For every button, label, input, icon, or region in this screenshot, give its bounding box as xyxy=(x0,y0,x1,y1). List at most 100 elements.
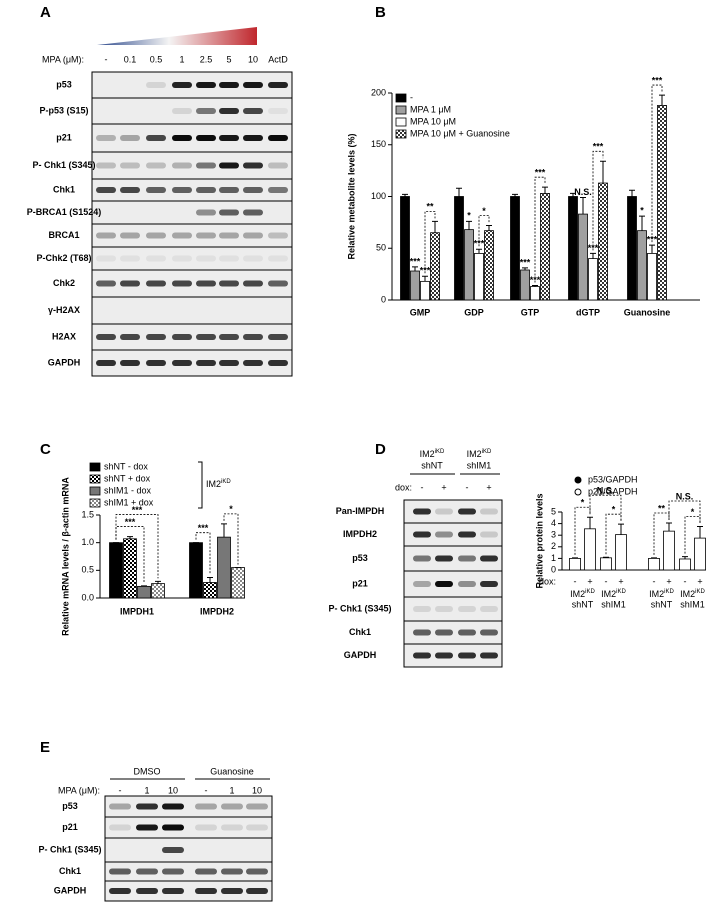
significance: * xyxy=(467,211,471,221)
x-tick-label: + xyxy=(618,576,623,586)
band xyxy=(435,555,453,562)
band xyxy=(195,803,217,810)
band xyxy=(196,162,216,169)
bar xyxy=(474,253,484,301)
band xyxy=(413,531,431,538)
significance: *** xyxy=(593,142,604,152)
significance: *** xyxy=(535,168,546,178)
error-bar xyxy=(666,522,672,532)
band xyxy=(162,803,184,810)
text-base: IM2 xyxy=(206,479,221,489)
bracket xyxy=(684,516,701,554)
text-base: IM2 xyxy=(601,589,616,599)
legend-marker xyxy=(574,476,582,484)
y-axis-label: Relative metabolite levels (%) xyxy=(346,133,356,259)
y-tick-label: 0.0 xyxy=(81,592,94,602)
group-label: shIM1 xyxy=(467,460,492,470)
bar xyxy=(569,558,581,571)
x-tick-label: + xyxy=(697,576,702,586)
lane-label: 10 xyxy=(248,54,258,64)
band xyxy=(120,232,140,239)
band xyxy=(219,232,239,239)
band xyxy=(219,255,239,262)
significance: *** xyxy=(647,235,658,245)
error-bar xyxy=(570,192,576,197)
error-bar xyxy=(532,285,538,287)
lane-label: - xyxy=(119,785,122,795)
band xyxy=(109,824,131,831)
blot-row-label: p53 xyxy=(62,801,78,811)
significance: *** xyxy=(132,505,143,515)
error-bar xyxy=(603,556,609,558)
text-sup: iKD xyxy=(482,449,492,455)
legend-label: MPA 1 μM xyxy=(410,104,451,114)
y-tick-label: 100 xyxy=(371,191,386,201)
band xyxy=(243,82,263,88)
bar xyxy=(568,196,578,301)
band xyxy=(172,334,192,340)
band xyxy=(146,232,166,239)
band xyxy=(196,232,216,239)
band xyxy=(435,652,453,659)
blot-row-label: P-BRCA1 (S1524) xyxy=(27,207,102,217)
bar xyxy=(430,232,440,301)
bar xyxy=(217,536,231,599)
bar xyxy=(189,542,203,599)
bracket xyxy=(651,84,663,243)
blot-row-label: Chk1 xyxy=(59,866,81,876)
lane-label: - xyxy=(466,482,469,492)
error-bar xyxy=(512,193,518,197)
band xyxy=(109,868,131,875)
legend-bracket xyxy=(198,461,203,509)
error-bar xyxy=(155,580,161,584)
blot-row-label: p21 xyxy=(56,132,72,142)
band xyxy=(435,606,453,612)
error-bar xyxy=(590,252,596,259)
lane-label: 10 xyxy=(252,785,262,795)
band xyxy=(435,508,453,515)
band xyxy=(480,581,498,587)
band xyxy=(458,581,476,587)
group-label: IM2iKD xyxy=(649,589,674,600)
band xyxy=(413,555,431,562)
band xyxy=(196,280,216,287)
lane-label: - xyxy=(205,785,208,795)
x-axis-label: dox: xyxy=(539,576,556,586)
group-label: shNT xyxy=(572,599,594,609)
y-tick-label: 0 xyxy=(551,564,556,574)
bar xyxy=(578,213,588,301)
band xyxy=(172,187,192,193)
blot-row xyxy=(403,596,503,622)
band xyxy=(219,82,239,88)
band xyxy=(136,824,158,831)
bar xyxy=(203,582,217,599)
band xyxy=(246,888,268,894)
significance: N.S. xyxy=(597,486,615,496)
significance: *** xyxy=(474,239,485,249)
bar xyxy=(520,269,530,301)
band xyxy=(268,187,288,193)
band xyxy=(268,162,288,169)
band xyxy=(162,824,184,831)
band xyxy=(96,255,116,262)
error-bar xyxy=(486,224,492,231)
bar xyxy=(694,537,706,571)
blot-row xyxy=(91,296,293,325)
lane-label: ActD xyxy=(268,54,288,64)
band xyxy=(268,108,288,114)
band xyxy=(413,652,431,659)
blot-row-label: P- Chk1 (S345) xyxy=(328,603,391,613)
significance: N.S. xyxy=(676,491,694,501)
text-sup: iKD xyxy=(695,589,705,595)
x-tick-label: IMPDH2 xyxy=(200,606,234,616)
y-tick-label: 1.0 xyxy=(81,537,94,547)
bar xyxy=(510,196,520,301)
y-tick-label: 3 xyxy=(551,530,556,540)
bar xyxy=(663,530,675,571)
y-axis-label: Relative protein levels xyxy=(534,493,544,588)
error-bar xyxy=(476,248,482,254)
band xyxy=(120,162,140,169)
band xyxy=(146,360,166,366)
band xyxy=(219,360,239,366)
legend-label: p21/GAPDH xyxy=(588,486,638,496)
